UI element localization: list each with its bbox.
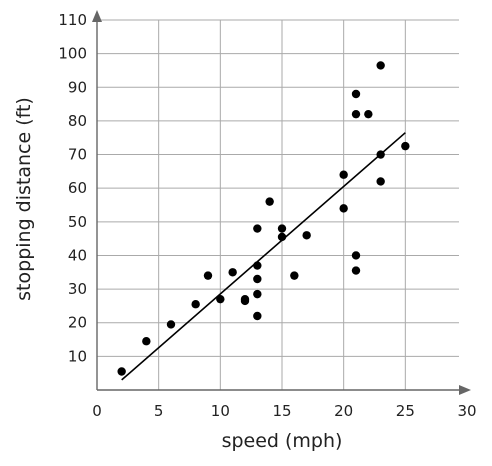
x-axis-label: speed (mph) [222, 430, 343, 452]
data-point [253, 311, 262, 321]
data-point [240, 294, 250, 304]
y-tick-label: 60 [68, 179, 87, 197]
data-point [253, 289, 262, 299]
y-tick-label: 10 [68, 347, 87, 365]
data-point [253, 224, 262, 233]
data-point [376, 150, 385, 159]
x-axis-arrow [459, 385, 471, 395]
data-point [277, 232, 287, 242]
data-point [290, 271, 299, 280]
y-tick-label: 100 [58, 45, 87, 63]
data-point [142, 337, 151, 346]
data-point [191, 300, 200, 309]
data-point [302, 231, 311, 240]
data-point [351, 109, 361, 119]
data-points [117, 61, 410, 376]
x-tick-label: 30 [457, 402, 476, 420]
y-axis-arrow [92, 10, 102, 22]
y-tick-label: 70 [68, 146, 87, 164]
data-point [376, 177, 385, 186]
x-tick-label: 25 [396, 402, 415, 420]
x-tick-label: 15 [272, 402, 291, 420]
data-point [117, 367, 126, 376]
y-tick-label: 90 [68, 78, 87, 96]
data-point [339, 204, 348, 213]
data-point [265, 197, 274, 206]
data-point [216, 294, 225, 304]
y-tick-label: 50 [68, 213, 87, 231]
data-point [376, 61, 385, 70]
y-tick-label: 20 [68, 314, 87, 332]
data-point [401, 141, 410, 151]
data-point [351, 266, 361, 275]
x-tick-label: 0 [92, 402, 102, 420]
x-tick-label: 20 [334, 402, 353, 420]
data-point [364, 109, 373, 119]
y-tick-label: 110 [58, 11, 87, 29]
y-tick-label: 80 [68, 112, 87, 130]
axes [92, 10, 471, 395]
data-point [351, 251, 361, 260]
data-point [339, 170, 348, 179]
data-point [253, 261, 262, 270]
y-axis-label: stopping distance (ft) [13, 97, 35, 301]
y-tick-label: 30 [68, 280, 87, 298]
y-tick-label: 40 [68, 246, 87, 264]
trend-line [121, 132, 406, 381]
data-point [228, 268, 237, 277]
data-point [166, 320, 176, 329]
data-point [203, 271, 213, 280]
data-point [351, 89, 361, 99]
x-tick-label: 5 [154, 402, 164, 420]
data-point [277, 224, 287, 233]
tick-labels: 0 5 10 15 20 25 30 10 20 30 40 50 60 70 80 90 100 110 [58, 11, 476, 420]
x-tick-label: 10 [211, 402, 230, 420]
data-point [253, 274, 262, 284]
grid [97, 19, 459, 390]
